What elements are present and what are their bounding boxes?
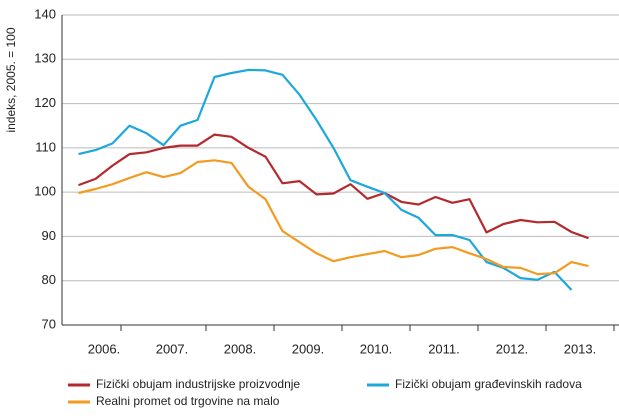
x-tick-label: 2010.: [360, 341, 393, 356]
y-tick-label: 80: [42, 272, 56, 287]
y-tick-label: 110: [35, 139, 56, 154]
line: [78, 159, 589, 276]
legend-label: Fizički obujam industrijske proizvodnje: [96, 377, 300, 391]
y-tick-label: 90: [42, 228, 56, 243]
x-tick-label: 2009.: [292, 341, 325, 356]
y-tick-label: 70: [42, 316, 56, 331]
x-tick-label: 2007.: [156, 341, 189, 356]
legend-label: Fizički obujam građevinskih radova: [395, 377, 582, 391]
x-tick-label: 2013.: [564, 341, 597, 356]
x-tick-label: 2006.: [88, 341, 121, 356]
x-tick-label: 2012.: [496, 341, 529, 356]
y-tick-label: 100: [34, 184, 56, 199]
y-axis-title: indeks, 2005. = 100: [4, 27, 18, 132]
line: [78, 133, 589, 240]
y-tick-label: 140: [34, 6, 56, 21]
line: [78, 68, 573, 291]
y-tick-label: 120: [34, 95, 56, 110]
x-tick-label: 2008.: [224, 341, 257, 356]
x-tick-label: 2011.: [428, 341, 460, 356]
y-tick-label: 130: [34, 51, 56, 66]
legend-label: Realni promet od trgovine na malo: [96, 394, 280, 408]
